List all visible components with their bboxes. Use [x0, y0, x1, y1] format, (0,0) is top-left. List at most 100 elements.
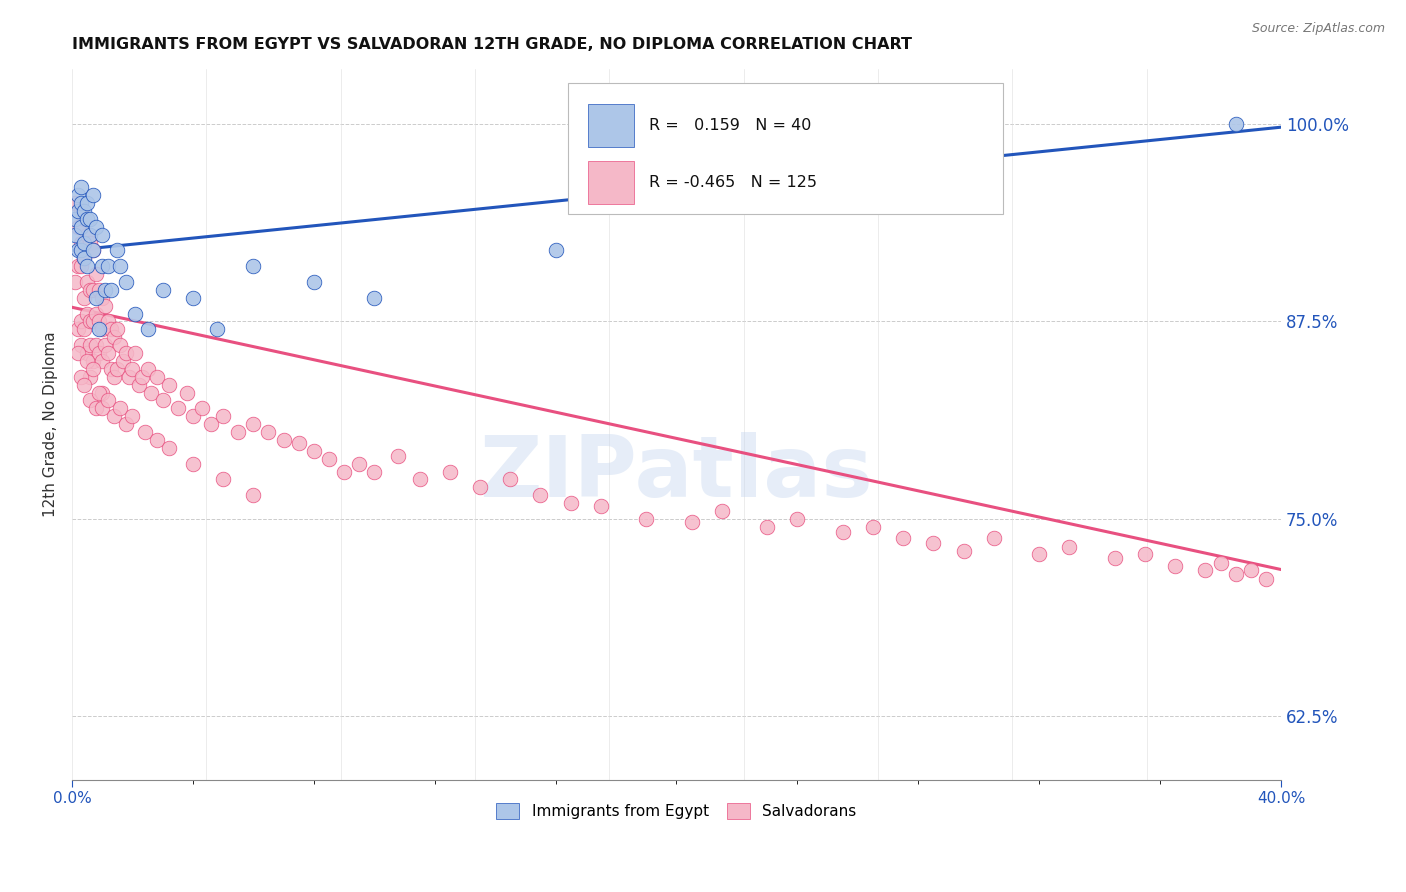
FancyBboxPatch shape	[568, 83, 1002, 214]
Point	[76, 259, 98, 273]
Point	[145, 433, 167, 447]
Point	[73, 291, 96, 305]
Point	[82, 354, 104, 368]
Point	[115, 275, 138, 289]
Point	[76, 196, 98, 211]
Point	[589, 500, 612, 514]
Point	[363, 465, 385, 479]
Point	[139, 385, 162, 400]
FancyBboxPatch shape	[588, 104, 634, 147]
Point	[67, 219, 90, 234]
Point	[97, 314, 120, 328]
Point	[94, 283, 117, 297]
Point	[636, 512, 658, 526]
Point	[145, 369, 167, 384]
Point	[1028, 547, 1050, 561]
Point	[891, 531, 914, 545]
Point	[302, 444, 325, 458]
Point	[76, 227, 98, 242]
Point	[89, 322, 111, 336]
Point	[134, 425, 156, 439]
Point	[79, 314, 101, 328]
Point	[200, 417, 222, 432]
Point	[82, 244, 104, 258]
Point	[91, 291, 114, 305]
Point	[84, 401, 107, 416]
Point	[73, 252, 96, 266]
Point	[79, 235, 101, 250]
Text: R = -0.465   N = 125: R = -0.465 N = 125	[648, 175, 817, 190]
Point	[1133, 547, 1156, 561]
Point	[121, 362, 143, 376]
Point	[529, 488, 551, 502]
Point	[1225, 567, 1247, 582]
Point	[70, 338, 93, 352]
Point	[112, 354, 135, 368]
Point	[73, 203, 96, 218]
Point	[79, 283, 101, 297]
Point	[347, 457, 370, 471]
Point	[115, 346, 138, 360]
Point	[318, 451, 340, 466]
Point	[922, 535, 945, 549]
Point	[97, 346, 120, 360]
Point	[70, 259, 93, 273]
Point	[115, 417, 138, 432]
Point	[63, 275, 86, 289]
Point	[100, 283, 122, 297]
Point	[212, 409, 235, 424]
Point	[73, 211, 96, 226]
Point	[67, 188, 90, 202]
Point	[756, 520, 779, 534]
Point	[103, 369, 125, 384]
Point	[136, 362, 159, 376]
Point	[67, 203, 90, 218]
Point	[97, 393, 120, 408]
Point	[97, 259, 120, 273]
Point	[242, 259, 264, 273]
Y-axis label: 12th Grade, No Diploma: 12th Grade, No Diploma	[44, 331, 58, 517]
Point	[952, 543, 974, 558]
Point	[84, 219, 107, 234]
Point	[70, 314, 93, 328]
Point	[94, 299, 117, 313]
Point	[128, 377, 150, 392]
Point	[105, 362, 128, 376]
Point	[152, 393, 174, 408]
Point	[79, 227, 101, 242]
Point	[100, 322, 122, 336]
Point	[205, 322, 228, 336]
Point	[302, 275, 325, 289]
Point	[91, 401, 114, 416]
Point	[181, 291, 204, 305]
Point	[82, 314, 104, 328]
Point	[82, 244, 104, 258]
Point	[84, 291, 107, 305]
Point	[70, 244, 93, 258]
Point	[544, 244, 567, 258]
Point	[73, 235, 96, 250]
Point	[94, 338, 117, 352]
Point	[76, 307, 98, 321]
Point	[862, 520, 884, 534]
Point	[273, 433, 295, 447]
Point	[121, 409, 143, 424]
Point	[191, 401, 214, 416]
Point	[82, 188, 104, 202]
Point	[63, 227, 86, 242]
Point	[67, 244, 90, 258]
Point	[499, 473, 522, 487]
Point	[105, 244, 128, 258]
Point	[166, 401, 188, 416]
Text: Source: ZipAtlas.com: Source: ZipAtlas.com	[1251, 22, 1385, 36]
Point	[131, 369, 153, 384]
Point	[710, 504, 733, 518]
Point	[387, 449, 409, 463]
Point	[103, 409, 125, 424]
FancyBboxPatch shape	[588, 161, 634, 203]
Point	[110, 338, 132, 352]
Point	[242, 488, 264, 502]
Text: R =   0.159   N = 40: R = 0.159 N = 40	[648, 118, 811, 133]
Point	[1164, 559, 1187, 574]
Point	[73, 322, 96, 336]
